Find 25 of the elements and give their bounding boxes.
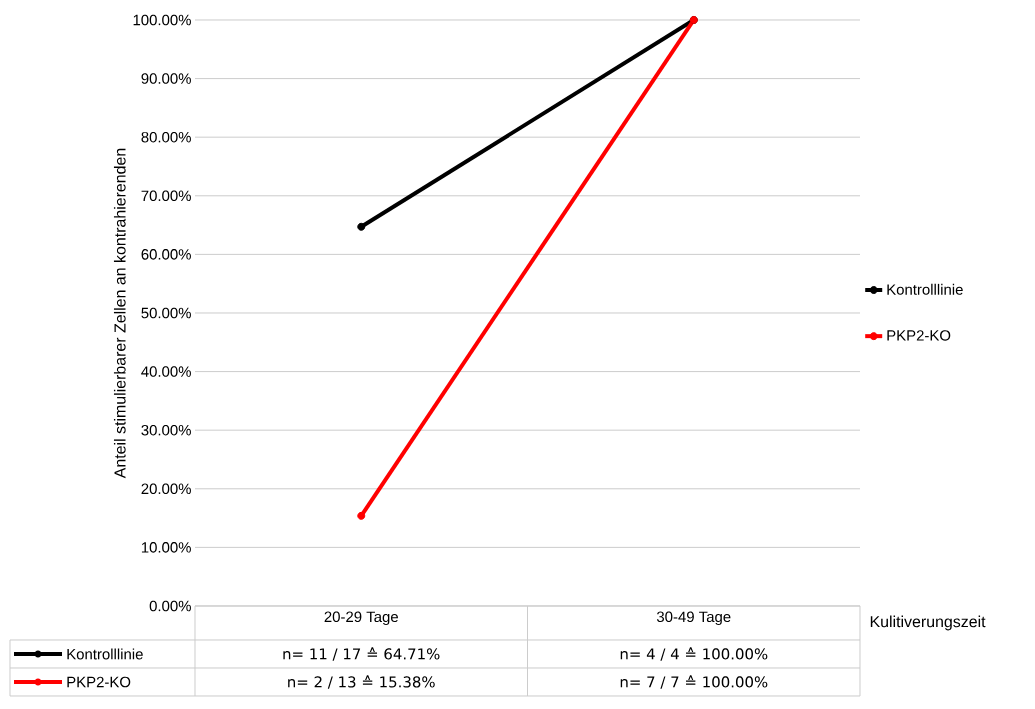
x-axis-title: Kulitiverungszeit xyxy=(870,615,986,631)
data-label: n= 7 / 7 ≙ 100.00% xyxy=(620,675,768,689)
y-tick-label: 30.00% xyxy=(141,424,191,436)
y-tick-label: 90.00% xyxy=(141,73,191,84)
y-tick-label: 20.00% xyxy=(141,483,191,495)
legend-label: Kontrolllinie xyxy=(887,283,963,295)
data-label: n= 2 / 13 ≙ 15.38% xyxy=(288,675,435,689)
legend-label: PKP2-KO xyxy=(887,330,951,341)
data-label: n= 4 / 4 ≙ 100.00% xyxy=(620,647,768,661)
point xyxy=(357,511,366,520)
y-axis-title: Anteil stimulierbarer Zellen an kontrahierenden xyxy=(113,148,126,479)
y-tick-label: 10.00% xyxy=(141,542,191,553)
x-tick-label: 30-49 Tage xyxy=(656,611,731,626)
text: PKP2-KO xyxy=(67,676,131,688)
y-tick-label: 60.00% xyxy=(141,249,191,260)
y-tick-label: 100.00% xyxy=(133,14,191,26)
point xyxy=(357,222,366,231)
y-tick-label: 50.00% xyxy=(141,307,191,319)
y-tick-label: 80.00% xyxy=(141,131,191,143)
y-tick-label: 70.00% xyxy=(141,190,191,202)
x-tick-label: 20-29 Tage xyxy=(324,611,398,626)
y-tick-label: 40.00% xyxy=(141,366,191,377)
y-tick-label: 0.00% xyxy=(149,600,191,612)
data-label: n= 11 / 17 ≙ 64.71% xyxy=(283,647,440,661)
text: Kontrolllinie xyxy=(67,648,143,660)
